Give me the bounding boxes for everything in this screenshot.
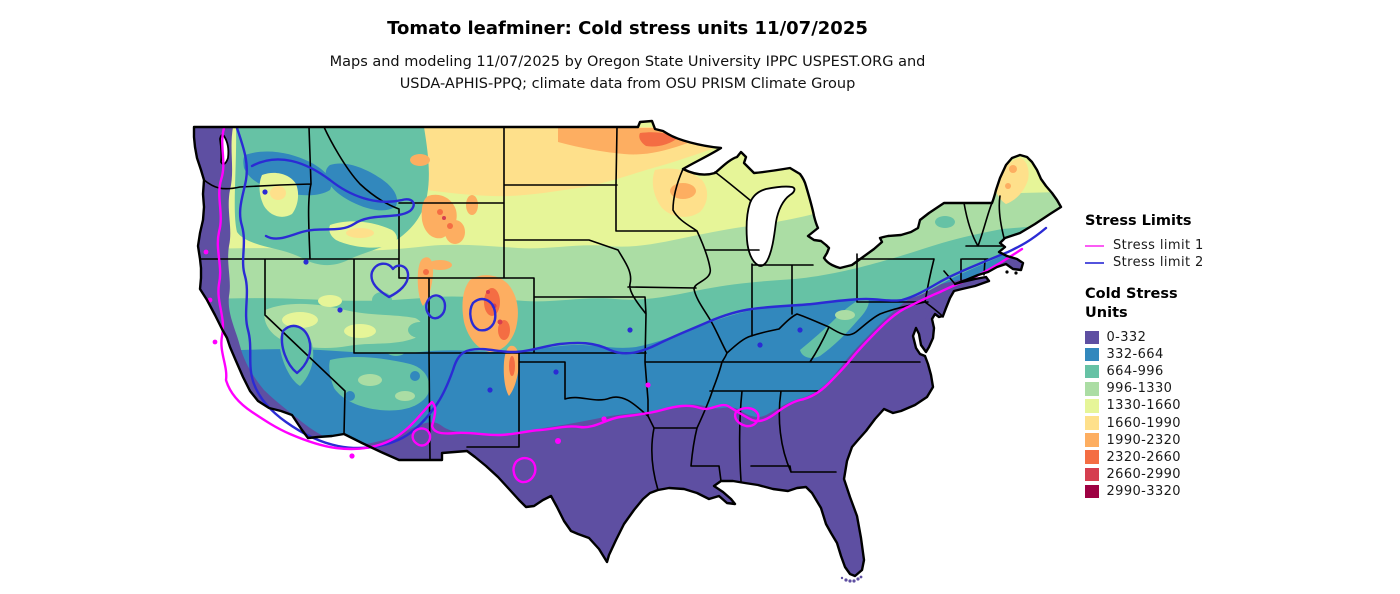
class-swatch-9 [1085,484,1099,499]
class-label-2: 664-996 [1106,364,1164,380]
class-label-8: 2660-2990 [1106,466,1181,482]
map-title: Tomato leafminer: Cold stress units 11/0… [387,18,868,39]
class-label-6: 1990-2320 [1106,432,1181,448]
map-subtitle: Maps and modeling 11/07/2025 by Oregon S… [0,51,1255,95]
legend-panel: Stress Limits Stress limit 1 Stress limi… [1085,212,1385,500]
cold-stress-units-legend: Cold Stress Units 0-332 332-664 664-996 [1085,285,1385,500]
cold-stress-units-heading: Cold Stress Units [1085,285,1385,323]
class-label-3: 996-1330 [1106,381,1173,397]
cold-stress-class-list: 0-332 332-664 664-996 996-1330 1330-1660 [1085,329,1385,500]
cold-stress-heading-line-2: Units [1085,305,1128,321]
us-outline [192,119,1063,578]
legend-class-row: 2990-3320 [1085,483,1385,500]
stress-limit-2-label: Stress limit 2 [1113,255,1204,270]
class-swatch-1 [1085,347,1099,362]
florida-keys [840,575,863,583]
class-label-9: 2990-3320 [1106,483,1181,499]
state-borders [199,126,1005,491]
class-swatch-7 [1085,450,1099,464]
stress-limit-2-contour [235,126,1048,450]
stress-limit-1-line-swatch [1085,244,1104,247]
class-swatch-5 [1085,416,1099,430]
legend-class-row: 2320-2660 [1085,449,1385,466]
legend-class-row: 1660-1990 [1085,414,1385,431]
island-dot [1014,271,1018,275]
legend-class-row: 0-332 [1085,329,1385,346]
legend-item-stress-limit-2: Stress limit 2 [1085,254,1385,271]
stress-limits-legend: Stress Limits Stress limit 1 Stress limi… [1085,212,1385,271]
class-label-0: 0-332 [1106,330,1147,346]
class-swatch-4 [1085,399,1099,413]
class-label-4: 1330-1660 [1106,398,1181,414]
map-header: Tomato leafminer: Cold stress units 11/0… [0,0,1255,95]
stress-limit-1-contour [203,126,1024,484]
class-label-5: 1660-1990 [1106,415,1181,431]
class-swatch-3 [1085,382,1099,396]
legend-item-stress-limit-1: Stress limit 1 [1085,237,1385,254]
cold-stress-heading-line-1: Cold Stress [1085,286,1178,302]
class-swatch-0 [1085,330,1099,345]
stress-limit-2-line-swatch [1085,261,1104,264]
legend-class-row: 996-1330 [1085,380,1385,397]
class-label-7: 2320-2660 [1106,449,1181,465]
class-swatch-2 [1085,364,1099,379]
stress-limit-1-label: Stress limit 1 [1113,238,1204,253]
island-dot [1005,270,1009,274]
legend-class-row: 1990-2320 [1085,432,1385,449]
legend-class-row: 664-996 [1085,363,1385,380]
legend-class-row: 1330-1660 [1085,397,1385,414]
legend-class-row: 332-664 [1085,346,1385,363]
legend-class-row: 2660-2990 [1085,466,1385,483]
class-label-1: 332-664 [1106,347,1164,363]
stress-limits-heading: Stress Limits [1085,213,1192,229]
subtitle-line-2: USDA-APHIS-PPQ; climate data from OSU PR… [399,76,856,92]
subtitle-line-1: Maps and modeling 11/07/2025 by Oregon S… [329,54,926,70]
cold-stress-raster [194,121,1061,576]
class-swatch-8 [1085,467,1099,482]
class-swatch-6 [1085,433,1099,447]
lake-michigan [745,185,796,267]
